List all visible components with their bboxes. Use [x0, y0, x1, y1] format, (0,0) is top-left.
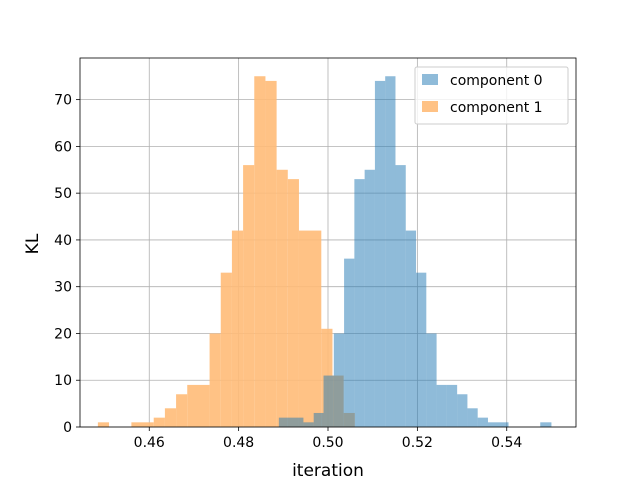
bar — [97, 422, 110, 427]
bar — [303, 422, 314, 427]
bar — [220, 272, 232, 427]
y-tick-label: 40 — [54, 233, 72, 249]
legend-label-component-1: component 1 — [450, 100, 543, 116]
bar — [333, 333, 345, 427]
x-axis-label: iteration — [292, 461, 364, 480]
y-tick-label: 10 — [54, 373, 72, 389]
bar — [385, 76, 396, 428]
x-tick-label: 0.48 — [223, 435, 254, 451]
x-tick-label: 0.50 — [312, 435, 343, 451]
bar — [354, 179, 365, 427]
bar — [231, 230, 244, 427]
bar — [254, 76, 266, 428]
bar — [243, 165, 255, 427]
bar — [276, 169, 288, 427]
x-tick-label: 0.54 — [491, 435, 522, 451]
series-component-1 — [97, 76, 355, 428]
y-tick-label: 60 — [54, 139, 72, 155]
legend-box — [414, 66, 569, 125]
bar — [131, 422, 154, 427]
bars — [97, 76, 552, 428]
legend: component 0 component 1 — [414, 66, 569, 125]
bar — [446, 384, 458, 427]
bar — [426, 333, 437, 427]
bar — [187, 384, 210, 427]
y-tick-label: 20 — [54, 326, 72, 342]
bar — [323, 375, 334, 427]
x-tick-label: 0.52 — [402, 435, 433, 451]
bar — [457, 394, 468, 427]
bar — [395, 165, 406, 427]
series-component-0 — [278, 76, 552, 428]
bar — [313, 412, 324, 427]
bar — [540, 422, 552, 427]
bar — [287, 179, 299, 427]
legend-label-component-0: component 0 — [450, 73, 543, 89]
x-tick-label: 0.46 — [134, 435, 165, 451]
bar — [209, 333, 221, 427]
y-tick-label: 0 — [63, 420, 72, 436]
y-axis-ticks: 0 10 20 30 40 50 60 70 — [54, 93, 80, 436]
x-axis-ticks: 0.46 0.48 0.50 0.52 0.54 — [134, 427, 522, 451]
bar — [416, 272, 427, 427]
bar — [374, 80, 386, 427]
y-tick-label: 70 — [54, 93, 72, 109]
bar — [265, 80, 277, 427]
bar — [176, 394, 188, 427]
legend-swatch-component-0 — [422, 74, 438, 85]
bar — [164, 408, 177, 427]
bar — [364, 169, 375, 427]
bar — [467, 408, 478, 427]
legend-swatch-component-1 — [422, 101, 438, 112]
bar — [477, 417, 488, 427]
bar — [344, 258, 355, 427]
y-tick-label: 50 — [54, 186, 72, 202]
bar — [153, 417, 165, 427]
bar — [487, 422, 509, 427]
y-axis-label: KL — [23, 233, 43, 254]
bar — [278, 417, 304, 427]
y-tick-label: 30 — [54, 280, 72, 296]
bar — [298, 230, 322, 427]
bar — [436, 384, 447, 427]
bar — [405, 230, 417, 427]
